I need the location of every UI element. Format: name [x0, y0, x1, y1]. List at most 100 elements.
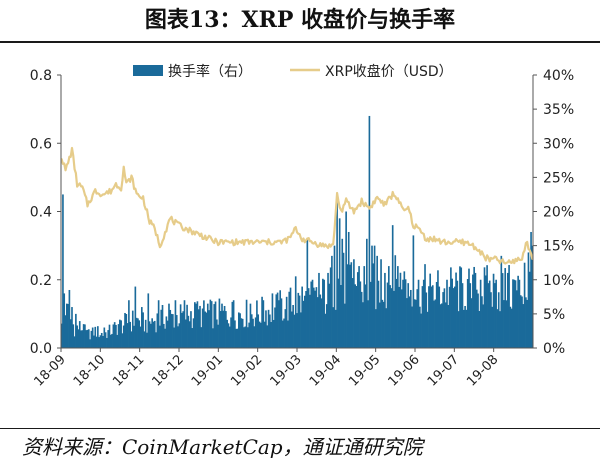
turnover-bar — [455, 272, 457, 348]
turnover-bar — [222, 310, 225, 348]
turnover-bar — [530, 231, 532, 348]
chart-legend: 换手率（右） XRP收盘价（USD） — [133, 63, 453, 80]
turnover-bar — [199, 305, 201, 348]
turnover-bar — [442, 292, 444, 348]
turnover-bar — [179, 304, 182, 348]
turnover-bar — [444, 302, 447, 348]
turnover-bar — [486, 265, 488, 348]
turnover-bar — [425, 292, 428, 348]
turnover-bar — [492, 273, 495, 348]
turnover-bar — [103, 327, 106, 348]
turnover-bar — [165, 316, 168, 348]
turnover-bar — [494, 283, 496, 348]
turnover-bar — [196, 301, 199, 348]
turnover-bar — [315, 287, 318, 348]
turnover-bar — [219, 311, 222, 348]
turnover-bar — [288, 291, 291, 348]
turnover-bar — [184, 319, 187, 348]
turnover-bar — [87, 329, 90, 348]
turnover-bar — [150, 323, 152, 348]
turnover-bar — [95, 336, 98, 348]
left-tick-label: 0.0 — [30, 341, 52, 357]
turnover-bar — [378, 302, 381, 348]
turnover-bar — [133, 325, 135, 348]
turnover-bar — [285, 296, 288, 348]
turnover-bar — [459, 266, 461, 348]
turnover-bar — [312, 287, 315, 348]
turnover-bar — [116, 334, 119, 348]
legend-swatch-turnover — [133, 65, 163, 76]
turnover-bar — [279, 290, 282, 348]
turnover-bar — [358, 266, 360, 348]
turnover-bar — [461, 283, 464, 348]
turnover-bar — [89, 339, 91, 348]
turnover-bar — [363, 266, 366, 348]
turnover-bar — [391, 225, 394, 348]
turnover-bar — [82, 324, 85, 348]
turnover-bar — [237, 312, 240, 348]
turnover-bar — [389, 285, 391, 348]
right-tick-label: 20% — [543, 205, 574, 221]
turnover-bar — [272, 319, 275, 348]
turnover-bar — [94, 326, 97, 348]
turnover-bar — [283, 318, 285, 348]
price-line — [60, 146, 534, 265]
x-tick-label: 19-05 — [346, 352, 383, 389]
turnover-bar — [175, 315, 178, 348]
turnover-bar — [86, 329, 89, 348]
turnover-bar — [311, 279, 314, 348]
turnover-bar — [141, 307, 143, 348]
turnover-bar — [144, 319, 147, 348]
turnover-bar — [166, 320, 169, 348]
turnover-bar — [460, 267, 463, 348]
turnover-bar — [147, 293, 150, 348]
turnover-bar — [188, 321, 191, 348]
turnover-bar — [367, 300, 369, 348]
right-tick-label: 40% — [543, 68, 574, 84]
turnover-bar — [183, 300, 186, 348]
turnover-bar — [76, 325, 78, 348]
turnover-bar — [420, 313, 422, 348]
turnover-bar — [490, 292, 492, 348]
turnover-bar — [381, 299, 384, 348]
turnover-bar — [435, 281, 438, 348]
turnover-bar — [307, 288, 310, 348]
source-note: 资料来源：CoinMarketCap，通证通研究院 — [22, 435, 423, 459]
turnover-bar — [322, 278, 324, 348]
turnover-bar — [325, 304, 328, 348]
turnover-bar — [172, 314, 174, 348]
turnover-bar — [353, 259, 355, 348]
turnover-bar — [487, 283, 490, 348]
turnover-bar — [394, 255, 397, 348]
turnover-bar — [212, 328, 214, 348]
turnover-bar — [125, 314, 128, 348]
turnover-bar — [466, 279, 469, 348]
turnover-bar — [501, 273, 504, 348]
turnover-bar — [75, 313, 77, 349]
turnover-bar — [430, 286, 433, 348]
turnover-bar — [491, 306, 494, 348]
turnover-bar — [78, 321, 81, 348]
turnover-bar — [527, 252, 530, 348]
x-tick-label: 19-03 — [268, 352, 305, 389]
turnover-bar — [404, 279, 407, 348]
turnover-bar — [108, 324, 111, 348]
turnover-bar — [296, 313, 298, 348]
turnover-bar — [424, 264, 426, 348]
turnover-bar — [344, 303, 346, 348]
turnover-bar — [481, 296, 483, 348]
turnover-bar — [100, 332, 103, 348]
turnover-bar — [258, 321, 261, 348]
turnover-bar — [135, 317, 138, 348]
turnover-bar — [310, 281, 313, 348]
turnover-bar — [355, 286, 358, 348]
turnover-bar — [249, 303, 252, 348]
turnover-bar — [194, 302, 196, 348]
turnover-bar — [302, 300, 305, 348]
turnover-bar — [393, 290, 395, 348]
right-tick-label: 25% — [543, 170, 574, 186]
turnover-bar — [97, 326, 99, 348]
turnover-bar — [232, 300, 235, 348]
turnover-bar — [522, 304, 525, 348]
turnover-bar — [496, 309, 499, 348]
